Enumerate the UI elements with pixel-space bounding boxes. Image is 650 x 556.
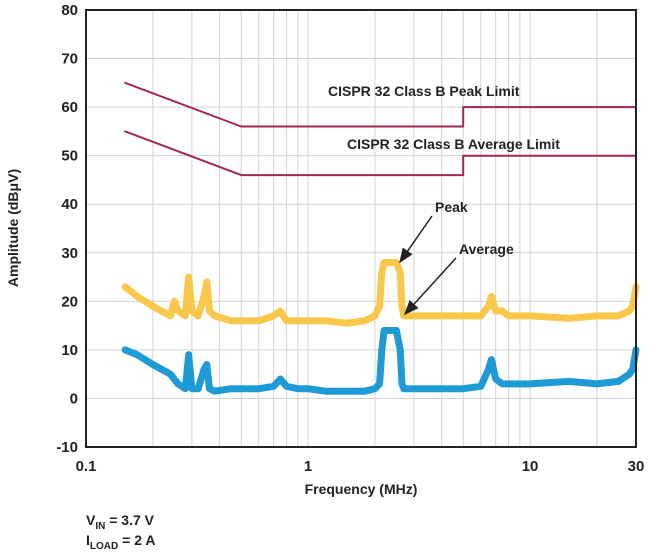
vin-condition: VIN = 3.7 V	[86, 511, 154, 536]
series-layer	[121, 81, 640, 395]
tick-labels: -10 0 10 20 30 40 50 60 70 80 0.1 1 10 30	[56, 2, 644, 475]
peak-arrow	[399, 215, 433, 264]
iload-value: = 2 A	[118, 532, 156, 548]
peak-limit-label: CISPR 32 Class B Peak Limit	[328, 83, 520, 99]
average-arrow	[403, 257, 457, 316]
iload-condition: ILOAD = 2 A	[86, 531, 155, 556]
y-tick-label: 20	[61, 293, 78, 310]
x-tick-label: 1	[304, 458, 312, 475]
average-limit-line	[124, 130, 637, 177]
iload-symbol: I	[86, 532, 90, 548]
x-tick-label: 30	[628, 458, 645, 475]
x-tick-label: 0.1	[76, 458, 97, 475]
y-tick-label: 40	[61, 196, 78, 213]
y-axis-title: Amplitude (dBμV)	[5, 169, 21, 287]
y-tick-label: 80	[61, 2, 78, 19]
iload-subscript: LOAD	[89, 540, 119, 552]
average-trace	[121, 327, 640, 395]
plot-frame	[85, 9, 637, 448]
vin-subscript: IN	[95, 520, 106, 532]
y-tick-label: 70	[61, 51, 78, 68]
y-tick-label: 50	[61, 148, 78, 165]
x-axis-title: Frequency (MHz)	[305, 481, 418, 497]
average-label: Average	[459, 241, 514, 257]
y-tick-label: 10	[61, 342, 78, 359]
y-tick-label: 30	[61, 245, 78, 262]
x-tick-label: 10	[522, 458, 539, 475]
y-tick-label: 0	[70, 390, 78, 407]
peak-trace	[121, 259, 640, 327]
average-limit-label: CISPR 32 Class B Average Limit	[347, 136, 560, 152]
peak-label: Peak	[435, 199, 468, 215]
vin-symbol: V	[86, 512, 96, 528]
emi-spectrum-chart: -10 0 10 20 30 40 50 60 70 80 0.1 1 10 30 CISPR 32 Cl…	[5, 2, 644, 497]
grid	[85, 9, 637, 448]
y-tick-label: -10	[56, 439, 78, 456]
y-tick-label: 60	[61, 99, 78, 116]
peak-limit-line	[124, 81, 637, 128]
vin-value: = 3.7 V	[105, 512, 154, 528]
